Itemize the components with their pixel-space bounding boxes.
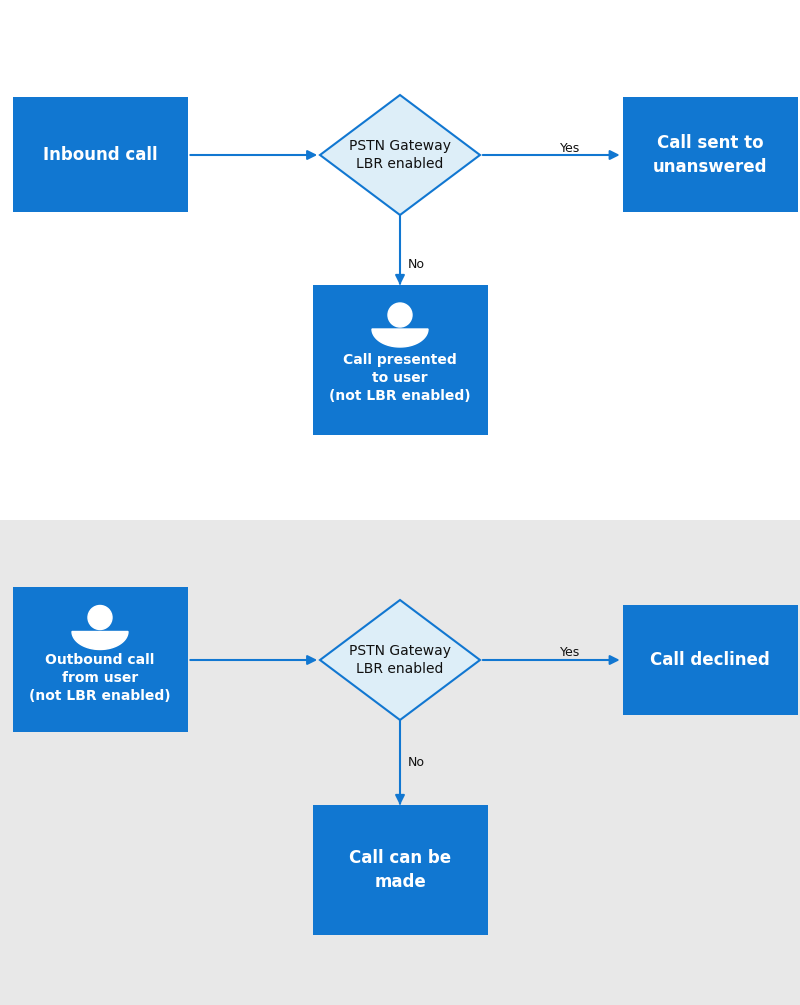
Text: Call can be
made: Call can be made	[349, 849, 451, 890]
Polygon shape	[72, 631, 128, 649]
Bar	[13, 588, 187, 733]
Text: Call declined: Call declined	[650, 651, 770, 669]
Text: Inbound call: Inbound call	[42, 146, 158, 164]
Text: Call presented
to user
(not LBR enabled): Call presented to user (not LBR enabled)	[329, 353, 471, 403]
Bar	[0, 520, 800, 1005]
Bar	[622, 605, 798, 715]
Polygon shape	[372, 329, 428, 347]
Text: Yes: Yes	[560, 645, 580, 658]
Circle shape	[388, 303, 412, 327]
Text: No: No	[408, 257, 425, 270]
Bar	[313, 285, 487, 435]
Text: Outbound call
from user
(not LBR enabled): Outbound call from user (not LBR enabled…	[29, 652, 171, 703]
Bar	[13, 97, 187, 212]
Text: PSTN Gateway
LBR enabled: PSTN Gateway LBR enabled	[349, 644, 451, 676]
Polygon shape	[320, 95, 480, 215]
Text: No: No	[408, 756, 425, 769]
Text: PSTN Gateway
LBR enabled: PSTN Gateway LBR enabled	[349, 139, 451, 171]
Polygon shape	[320, 600, 480, 720]
Bar	[0, 0, 800, 520]
Bar	[313, 805, 487, 935]
Text: Call sent to
unanswered: Call sent to unanswered	[653, 135, 767, 176]
Circle shape	[88, 605, 112, 629]
Text: Yes: Yes	[560, 142, 580, 155]
Bar	[622, 97, 798, 212]
